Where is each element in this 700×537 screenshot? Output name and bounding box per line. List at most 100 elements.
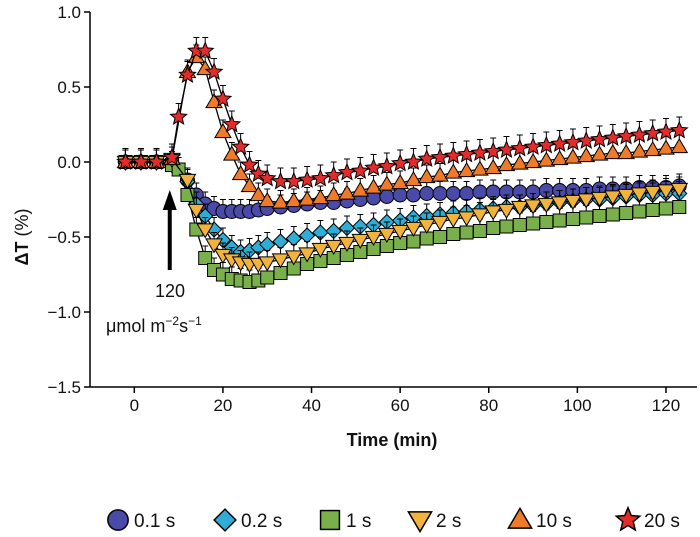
data-point: [658, 201, 673, 216]
x-axis-title: Time (min): [347, 430, 438, 450]
data-point: [444, 212, 463, 228]
data-point: [351, 233, 370, 249]
data-point: [260, 270, 275, 285]
data-point: [444, 163, 463, 179]
x-tick-label: 60: [391, 396, 410, 415]
data-point: [457, 162, 476, 178]
data-point: [431, 215, 449, 231]
x-tick-label: 80: [479, 396, 498, 415]
data-point: [564, 194, 582, 210]
data-point: [417, 218, 436, 234]
data-point: [643, 185, 662, 201]
data-point: [390, 153, 410, 172]
data-point: [337, 162, 357, 181]
data-point: [204, 62, 224, 80]
data-point: [524, 153, 542, 169]
y-axis-title: ΔT (%): [12, 209, 32, 266]
data-point: [446, 227, 461, 241]
data-point: [298, 247, 316, 263]
data-point: [257, 168, 277, 187]
data-point: [497, 203, 516, 219]
data-point: [404, 152, 423, 170]
data-point: [231, 165, 250, 181]
data-point: [196, 223, 215, 239]
y-tick-label: 0.0: [57, 153, 81, 172]
data-point: [311, 168, 330, 187]
data-point: [350, 161, 370, 179]
data-point: [457, 211, 476, 227]
data-point: [324, 186, 343, 202]
legend-label: 1 s: [346, 511, 371, 532]
data-point: [364, 158, 383, 176]
data-point: [298, 227, 316, 244]
light-intensity-unit: μmol m−2s−1: [106, 314, 202, 336]
data-point: [231, 137, 250, 155]
data-point: [539, 215, 554, 229]
data-point: [391, 224, 410, 240]
legend-marker: [407, 511, 433, 534]
data-point: [272, 233, 289, 250]
light-intensity-value: 120: [155, 281, 185, 301]
data-point: [391, 174, 410, 190]
data-point: [404, 171, 423, 187]
data-point: [419, 186, 435, 201]
legend-marker: [319, 509, 341, 531]
data-point: [670, 182, 689, 198]
data-point: [645, 203, 660, 217]
data-point: [499, 219, 514, 234]
data-point: [298, 190, 316, 206]
data-point: [195, 41, 215, 59]
data-point: [284, 171, 304, 190]
legend-marker: [107, 509, 129, 531]
data-point: [669, 120, 689, 139]
data-point: [430, 147, 450, 166]
data-point: [131, 152, 151, 170]
data-point: [459, 225, 474, 240]
light-on-arrow-head: [162, 190, 177, 210]
data-point: [351, 181, 370, 197]
x-tick-label: 20: [213, 396, 232, 415]
legend-label: 20 s: [644, 511, 680, 532]
data-point: [590, 145, 609, 161]
data-point: [550, 196, 569, 212]
axis-titles: Time (min) ΔT (%): [12, 209, 437, 450]
data-point: [552, 213, 567, 228]
data-point: [271, 253, 290, 269]
data-point: [510, 200, 529, 216]
y-tick-label: 0.5: [57, 78, 81, 97]
data-point: [632, 204, 647, 219]
data-point: [364, 230, 383, 246]
legend-marker: [614, 505, 642, 532]
data-point: [670, 138, 689, 154]
data-point: [643, 141, 662, 157]
data-point: [592, 209, 607, 223]
data-point: [497, 156, 516, 172]
data-point: [577, 147, 596, 163]
legend-label: 2 s: [436, 511, 461, 532]
x-tick-label: 120: [652, 396, 680, 415]
data-point: [240, 155, 259, 173]
data-point: [433, 230, 448, 244]
data-point: [178, 65, 197, 83]
data-point: [169, 107, 188, 125]
data-point: [603, 190, 622, 206]
legend-marker: [507, 506, 533, 529]
data-point: [377, 175, 396, 191]
data-point: [271, 193, 290, 209]
data-point: [564, 148, 582, 164]
data-point: [187, 203, 206, 219]
data-point: [565, 212, 580, 226]
data-point: [405, 187, 421, 203]
data-point: [445, 186, 461, 201]
data-point: [672, 200, 687, 214]
axes: 1.0 0.5 0.0 −0.5 −1.0 −1.5 0 20 40 60 80 100 120: [47, 3, 697, 415]
data-point: [258, 256, 277, 272]
data-point: [484, 159, 503, 175]
data-point: [116, 152, 135, 170]
y-tick-label: −1.0: [47, 303, 81, 322]
data-point: [222, 114, 242, 133]
data-point: [524, 199, 542, 215]
data-point: [249, 186, 268, 202]
data-point: [364, 178, 383, 194]
